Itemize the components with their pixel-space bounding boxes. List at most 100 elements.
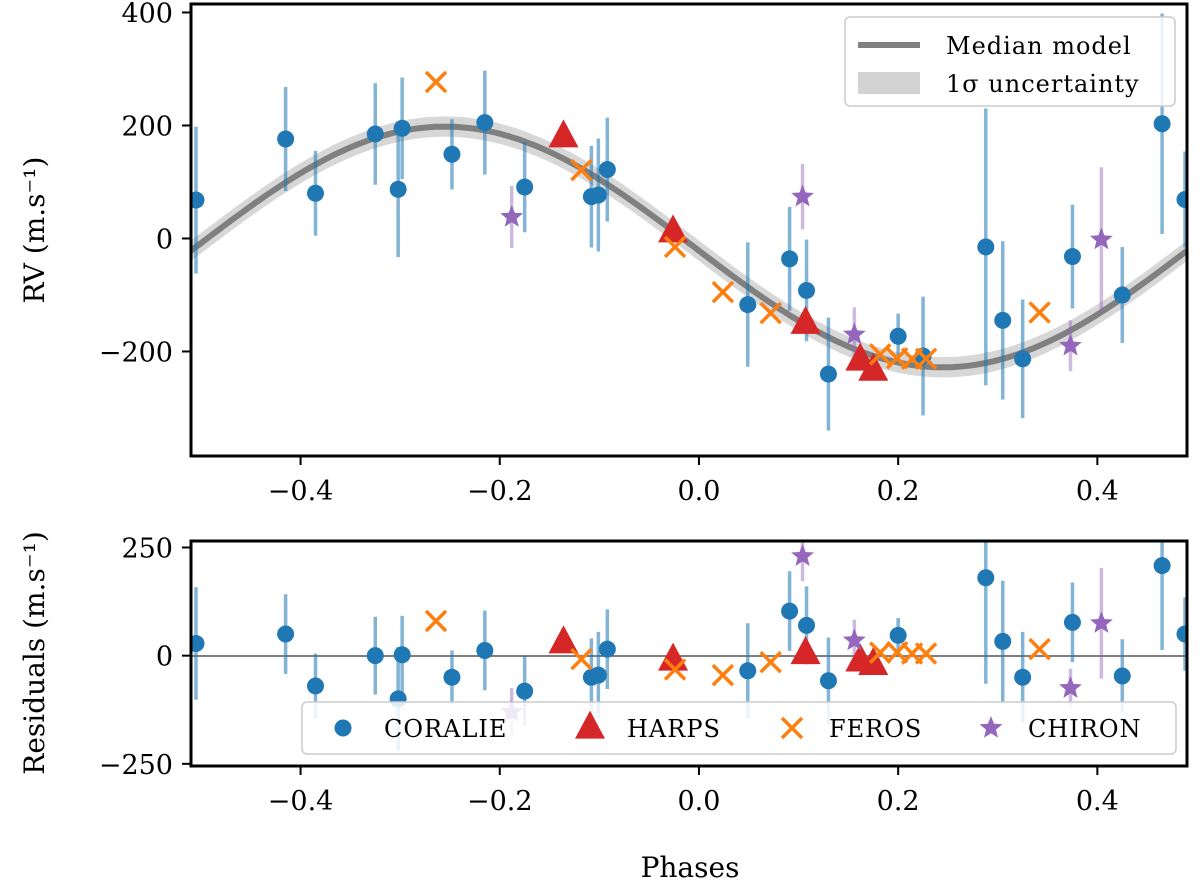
legend-uncertainty-swatch: [858, 72, 920, 94]
rv-chiron-point: [842, 322, 866, 345]
residual-feros-point: [570, 647, 593, 671]
residual-coralie-point: [1113, 667, 1131, 685]
uncertainty-band: [191, 116, 1187, 378]
residual-coralie-point: [994, 632, 1012, 650]
rv-chiron-point: [500, 205, 524, 227]
rv-legend-box: [844, 16, 1176, 107]
residual-coralie-point: [739, 662, 757, 680]
rv-coralie-point: [443, 145, 461, 163]
residual-feros-point: [711, 663, 735, 687]
residual-coralie-point: [798, 616, 816, 634]
residuals-xlabel: Phases: [641, 851, 740, 884]
rv-coralie-point: [366, 125, 384, 143]
rv-feros-point: [1028, 301, 1051, 324]
residual-xtick-label: 0.2: [877, 786, 920, 817]
residual-feros-point: [1028, 637, 1051, 661]
residual-coralie-point: [589, 666, 607, 684]
rv-feros-point: [868, 343, 892, 366]
rv-harps-point: [658, 214, 689, 243]
rv-harps-point: [790, 305, 821, 334]
rv-axes-frame: [189, 2, 1189, 458]
rv-coralie-point: [994, 311, 1012, 329]
rv-coralie-point: [1113, 286, 1131, 304]
rv-xtick-label: 0.4: [1076, 476, 1119, 507]
residual-coralie-point: [781, 602, 799, 620]
rv-xtick-label: 0.0: [677, 476, 720, 507]
rv-feros-point: [914, 347, 938, 371]
rv-ylabel: RV (m.s⁻¹): [18, 157, 51, 304]
residual-coralie-point: [1014, 668, 1032, 686]
residual-coralie-point: [366, 647, 384, 665]
rv-coralie-point: [277, 130, 295, 148]
rv-legend: Median model 1σ uncertainty: [844, 16, 1176, 107]
residual-feros-point: [424, 609, 448, 633]
legend-chiron-marker: [979, 716, 1003, 738]
residual-feros-point: [663, 658, 687, 681]
rv-coralie-point: [389, 180, 407, 198]
rv-coralie-point: [1153, 115, 1171, 133]
residuals-panel: −0.4 −0.2 0.0 0.2 0.4 250 0 −250 Residuals (m.s…: [18, 531, 1189, 884]
residual-xtick-label: 0.4: [1076, 786, 1119, 817]
rv-coralie-point: [1176, 190, 1187, 208]
rv-coralie-point: [476, 114, 494, 132]
rv-coralie-point: [977, 238, 995, 256]
rv-ytick-label: 200: [121, 111, 173, 142]
residual-chiron-point: [1089, 611, 1113, 633]
rv-coralie-point: [191, 191, 205, 209]
rv-coralie-point: [516, 178, 534, 196]
residual-coralie-point: [598, 640, 616, 658]
rv-feros-point: [424, 70, 448, 94]
rv-coralie-point: [781, 250, 799, 268]
residuals-ticks: −0.4 −0.2 0.0 0.2 0.4 250 0 −250: [99, 533, 1119, 817]
legend-median-model-label: Median model: [946, 32, 1132, 60]
rv-ytick-label: −200: [99, 337, 173, 368]
residuals-axes-frame: [189, 539, 1189, 768]
rv-chiron-point: [1089, 227, 1113, 250]
rv-coralie-point: [307, 184, 324, 202]
residual-xtick-label: 0.0: [677, 786, 720, 817]
rv-data-layer: [191, 13, 1187, 431]
rv-chiron-point: [791, 184, 814, 207]
rv-ytick-label: 400: [121, 0, 173, 29]
instrument-legend: CORALIE HARPS FEROS CHIRON: [301, 701, 1177, 755]
residual-harps-point: [790, 636, 821, 665]
rv-chiron-point: [1059, 333, 1082, 356]
rv-xtick-label: −0.2: [467, 476, 533, 507]
residual-xtick-label: −0.4: [268, 786, 334, 817]
residual-feros-point: [759, 650, 782, 674]
residual-chiron-point: [791, 544, 814, 566]
rv-feros-point: [759, 301, 782, 325]
residual-ytick-label: −250: [99, 750, 173, 781]
rv-ticks: −0.4 −0.2 0.0 0.2 0.4 400 200 0 −200: [99, 0, 1119, 507]
residual-coralie-point: [977, 569, 995, 587]
rv-harps-point: [548, 119, 579, 148]
rv-coralie-point: [1014, 350, 1032, 368]
residual-coralie-point: [1153, 557, 1171, 575]
legend-coralie-label: CORALIE: [384, 715, 507, 743]
rv-ytick-label: 0: [156, 224, 173, 255]
instrument-legend-markers: [334, 710, 1003, 740]
residual-coralie-point: [476, 641, 494, 659]
residual-coralie-point: [819, 672, 837, 690]
rv-coralie-point: [739, 296, 757, 314]
rv-coralie-point: [798, 281, 816, 299]
legend-chiron-label: CHIRON: [1028, 715, 1142, 743]
rv-coralie-point: [889, 327, 907, 345]
rv-coralie-point: [1063, 248, 1081, 266]
rv-coralie-point: [589, 186, 607, 204]
residual-coralie-point: [277, 625, 295, 643]
residual-ytick-label: 250: [121, 533, 173, 564]
residual-xtick-label: −0.2: [467, 786, 533, 817]
residual-chiron-point: [842, 628, 866, 651]
rv-feros-point: [570, 158, 593, 182]
legend-uncertainty-label: 1σ uncertainty: [946, 70, 1140, 98]
residual-coralie-point: [1176, 625, 1187, 643]
residual-coralie-point: [443, 668, 461, 686]
residual-chiron-point: [1059, 676, 1082, 698]
rv-feros-point: [663, 235, 687, 259]
rv-coralie-point: [598, 161, 616, 179]
rv-harps-point: [858, 352, 889, 381]
residual-coralie-point: [1063, 613, 1081, 631]
